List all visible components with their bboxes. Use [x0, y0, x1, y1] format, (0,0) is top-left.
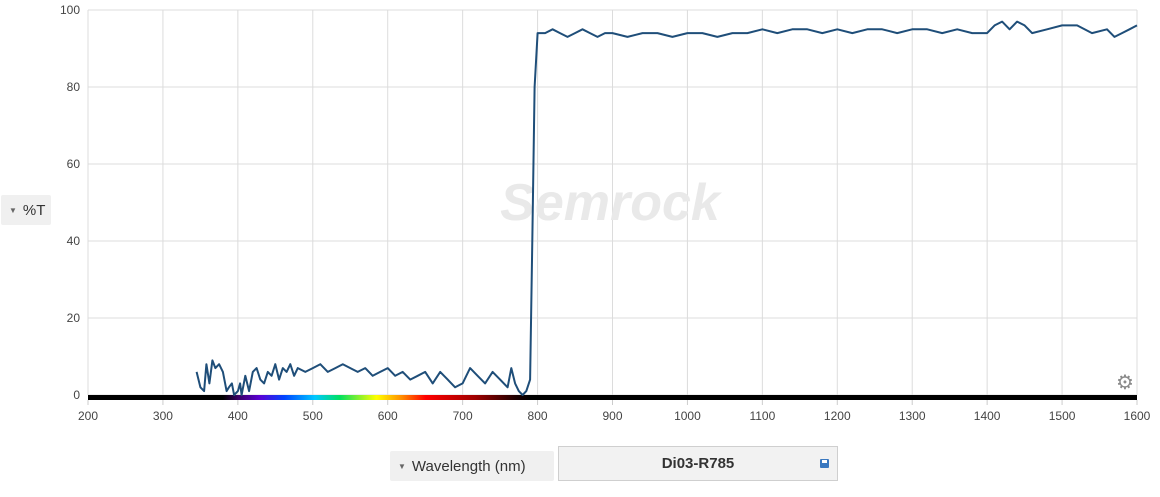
y-tick-label: 0 — [73, 388, 80, 402]
y-axis-ticks: 0 20 40 60 80 100 — [60, 3, 80, 402]
x-tick-label: 900 — [602, 409, 622, 423]
y-tick-label: 60 — [67, 157, 81, 171]
y-axis-select[interactable]: ▼ %T — [1, 195, 51, 225]
y-tick-label: 40 — [67, 234, 81, 248]
caret-down-icon: ▼ — [9, 205, 17, 215]
x-tick-label: 600 — [378, 409, 398, 423]
x-tick-label: 1100 — [749, 409, 775, 423]
y-tick-label: 80 — [67, 80, 81, 94]
y-axis-label: %T — [22, 201, 46, 219]
caret-down-icon: ▼ — [398, 461, 406, 471]
product-selector[interactable]: Di03-R785 — [558, 446, 838, 481]
product-name: Di03-R785 — [661, 455, 735, 472]
x-tick-label: 1000 — [674, 409, 701, 423]
x-tick-label: 800 — [528, 409, 548, 423]
series-line — [195, 20, 1138, 396]
x-tick-label: 1200 — [824, 409, 851, 423]
series-lines — [195, 20, 1138, 396]
y-tick-label: 100 — [60, 3, 80, 17]
x-tick-label: 700 — [453, 409, 473, 423]
x-tick-label: 1600 — [1124, 409, 1151, 423]
x-tick-label: 300 — [153, 409, 173, 423]
x-tick-label: 1400 — [974, 409, 1001, 423]
x-tick-label: 1500 — [1049, 409, 1076, 423]
watermark-logo: Semrock — [500, 174, 723, 232]
x-axis-label: Wavelength (nm) — [411, 457, 526, 475]
spectrum-bar — [88, 395, 1137, 400]
grid-lines — [87, 9, 1138, 396]
spectrum-base — [88, 395, 1137, 400]
gear-icon[interactable]: ⚙ — [1116, 372, 1134, 394]
visible-spectrum — [222, 395, 531, 400]
x-tick-label: 500 — [303, 409, 323, 423]
transmission-chart: Semrock 200 300 400 500 600 700 800 900 1000 1100… — [60, 3, 1151, 423]
x-tick-label: 1300 — [899, 409, 926, 423]
save-icon[interactable] — [820, 459, 829, 468]
x-axis-select[interactable]: ▼ Wavelength (nm) — [390, 451, 554, 481]
y-tick-label: 20 — [67, 311, 81, 325]
x-tick-label: 400 — [228, 409, 248, 423]
x-axis-ticks: 200 300 400 500 600 700 800 900 1000 1100 1200 1300… — [78, 400, 1151, 423]
x-tick-label: 200 — [78, 409, 98, 423]
